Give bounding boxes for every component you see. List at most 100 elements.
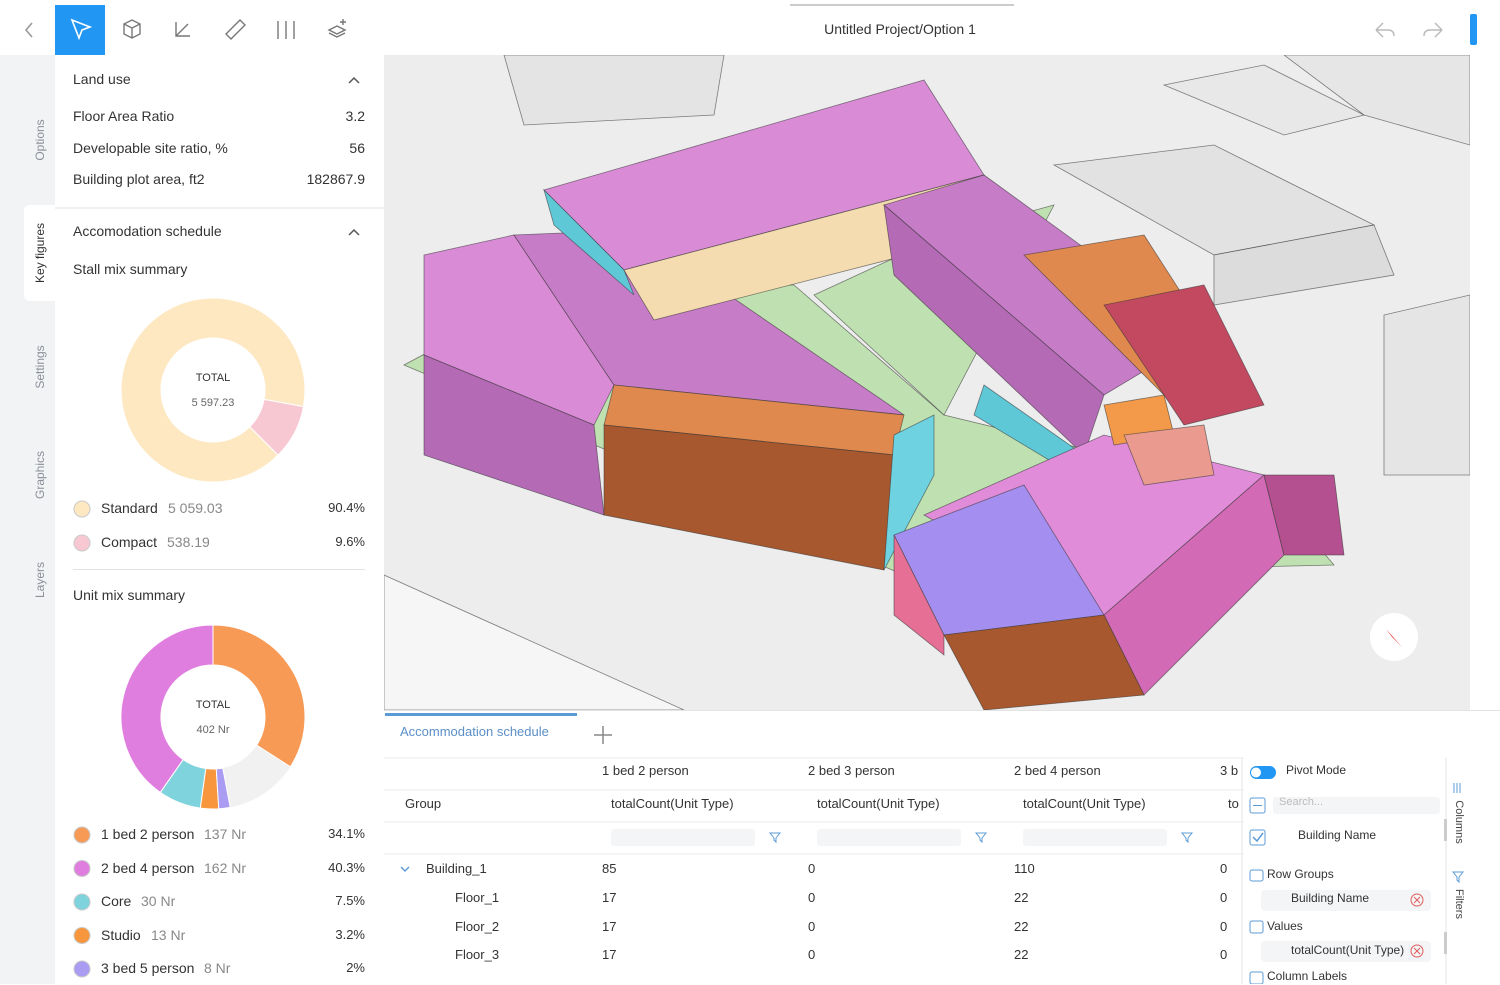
- toggle-knob: [1251, 767, 1261, 778]
- legend-amount: 8 Nr: [204, 960, 231, 976]
- donut-segment: [215, 767, 231, 810]
- grid-tool[interactable]: [277, 21, 295, 39]
- column-item: Building Name: [1298, 828, 1377, 842]
- chip: [1261, 941, 1431, 962]
- tool-panel-tab[interactable]: Filters: [1453, 889, 1465, 919]
- viewport-edge: [1470, 55, 1500, 710]
- panel: [55, 55, 384, 984]
- select-icon: [70, 18, 93, 41]
- grid-tab: Accommodation schedule: [400, 724, 549, 739]
- building-mass: [503, 55, 725, 126]
- side-tab[interactable]: Key figures: [33, 222, 47, 284]
- building-mass: [384, 574, 685, 710]
- menu-handle[interactable]: [1470, 14, 1477, 45]
- column-labels-icon: [1249, 971, 1264, 984]
- check: [1252, 832, 1264, 843]
- legend-name: 1 bed 2 person: [101, 826, 195, 842]
- filter-icon: [1180, 832, 1194, 844]
- side-tab[interactable]: Settings: [33, 345, 47, 389]
- select-all[interactable]: [1249, 797, 1266, 814]
- legend-share: 3.2%: [335, 926, 365, 942]
- section-label: Column Labels: [1267, 969, 1348, 983]
- legend-swatch: [73, 534, 91, 552]
- column-header: 3 b: [1220, 763, 1239, 778]
- search-box[interactable]: [1273, 797, 1440, 814]
- redo[interactable]: [1423, 22, 1443, 38]
- expand-chevron: [400, 866, 410, 872]
- column-measure: totalCount(Unit Type): [1023, 796, 1146, 811]
- column-header: 2 bed 3 person: [808, 763, 895, 778]
- filter-input: [1023, 829, 1167, 846]
- donut-segment: [212, 624, 306, 768]
- side-tab[interactable]: Options: [33, 119, 47, 161]
- cell: 0: [1220, 861, 1228, 876]
- donut-center-value: 402 Nr: [196, 724, 229, 736]
- values-icon: [1249, 920, 1264, 934]
- row-groups-icon: [1249, 869, 1264, 882]
- toolbar-icons: [24, 4, 1477, 55]
- section-title: Land use: [73, 71, 131, 87]
- donut-segment: [159, 758, 207, 809]
- chart-title: Stall mix summary: [73, 261, 188, 277]
- legend-amount: 162 Nr: [204, 859, 247, 876]
- undo[interactable]: [1375, 22, 1395, 38]
- checkbox[interactable]: [1249, 829, 1266, 846]
- filter-icon: [768, 832, 782, 844]
- add-tab[interactable]: [594, 726, 612, 744]
- cell: 22: [1014, 890, 1029, 905]
- back-icon[interactable]: [24, 22, 33, 38]
- donut-center-title: TOTAL: [196, 699, 230, 711]
- scrollbar: [1444, 932, 1447, 954]
- cell: 0: [808, 890, 816, 905]
- cell: 0: [808, 861, 816, 876]
- legend-amount: 13 Nr: [151, 926, 186, 943]
- side-tab[interactable]: Graphics: [33, 450, 47, 500]
- tab-underline: [385, 713, 577, 716]
- grid-graphics: [384, 713, 1447, 984]
- section-label: Values: [1267, 919, 1303, 933]
- cell: 85: [602, 861, 617, 876]
- viewport[interactable]: [384, 55, 1470, 710]
- collapse-chevron: [348, 76, 360, 84]
- legend-amount: 5 059.03: [168, 500, 223, 516]
- column-header: 1 bed 2 person: [602, 763, 689, 778]
- legend-share: 7.5%: [335, 893, 365, 908]
- remove-x: [1413, 896, 1421, 904]
- building-mass: [1103, 284, 1265, 426]
- chart-title: Unit mix summary: [73, 587, 186, 603]
- side-tab[interactable]: Layers: [33, 561, 47, 599]
- legend-amount: 538.19: [167, 534, 210, 550]
- metric-label: Building plot area, ft2: [73, 171, 205, 187]
- measure-tool[interactable]: [225, 19, 246, 40]
- donut-segment: [120, 624, 214, 794]
- metric-value: 56: [349, 139, 365, 156]
- legend-name: Studio: [101, 926, 141, 943]
- cell: 0: [1220, 919, 1228, 934]
- building-mass: [543, 188, 635, 296]
- remove-x: [1413, 947, 1421, 955]
- legend-swatch: [73, 893, 91, 911]
- select-tool[interactable]: [55, 5, 105, 55]
- building-mass: [893, 534, 945, 656]
- legend-swatch: [73, 960, 91, 978]
- filter-input: [817, 829, 961, 846]
- cell: 17: [602, 919, 617, 934]
- remove-chip[interactable]: [1410, 893, 1424, 907]
- remove-chip[interactable]: [1410, 944, 1424, 958]
- side-tabs: [0, 55, 55, 984]
- donut-center-title: TOTAL: [196, 372, 230, 384]
- polyline-tool[interactable]: [175, 22, 190, 37]
- legend-share: 2%: [346, 960, 365, 975]
- building-mass: [1283, 55, 1470, 146]
- metric-value: 182867.9: [306, 171, 365, 187]
- box-tool[interactable]: [123, 19, 141, 39]
- tool-panel-tab[interactable]: Columns: [1453, 800, 1465, 844]
- donut-center-value: 5 597.23: [192, 397, 235, 409]
- columns-tab-icon: [1453, 783, 1461, 793]
- cell: 0: [808, 919, 816, 934]
- building-mass: [883, 414, 935, 571]
- layer-tool[interactable]: [327, 19, 347, 38]
- metric-label: Floor Area Ratio: [73, 108, 175, 124]
- donut-segment: [120, 297, 306, 483]
